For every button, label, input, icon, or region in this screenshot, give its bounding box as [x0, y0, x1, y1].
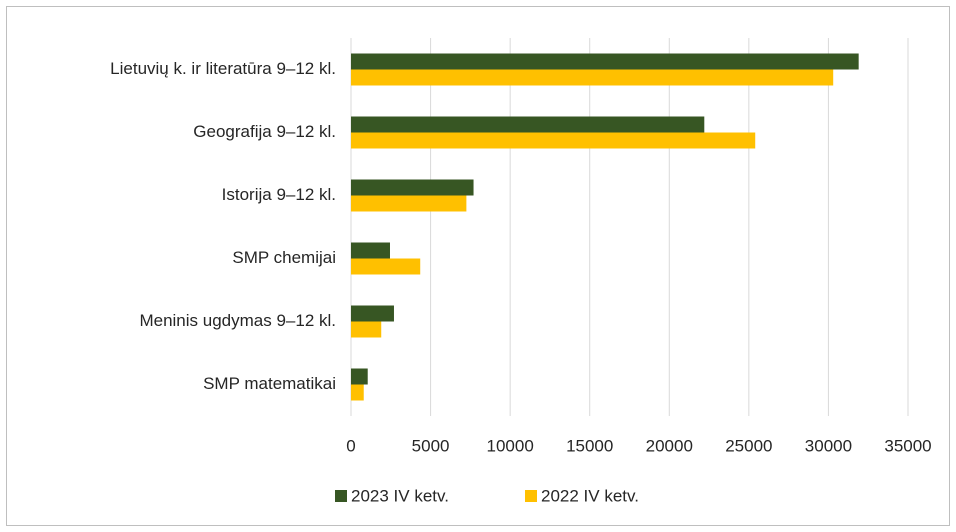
y-tick-label: Lietuvių k. ir literatūra 9–12 kl. — [110, 59, 336, 78]
legend-swatch — [525, 490, 537, 502]
bar — [351, 53, 859, 70]
x-tick-label: 35000 — [884, 436, 931, 455]
bar — [351, 321, 382, 338]
bar — [351, 116, 705, 133]
x-tick-label: 25000 — [725, 436, 772, 455]
legend-label: 2023 IV ketv. — [351, 486, 449, 505]
y-tick-label: SMP chemijai — [232, 248, 336, 267]
chart-frame — [6, 6, 950, 526]
y-tick-label: Geografija 9–12 kl. — [193, 122, 336, 141]
x-tick-label: 0 — [346, 436, 355, 455]
bar — [351, 368, 368, 385]
y-tick-label: Istorija 9–12 kl. — [222, 185, 336, 204]
x-tick-label: 5000 — [412, 436, 450, 455]
x-tick-label: 10000 — [487, 436, 534, 455]
y-tick-label: Meninis ugdymas 9–12 kl. — [139, 311, 336, 330]
bar — [351, 69, 834, 86]
bar — [351, 258, 421, 275]
bar — [351, 242, 390, 259]
legend-label: 2022 IV ketv. — [541, 486, 639, 505]
bar — [351, 384, 364, 401]
y-tick-label: SMP matematikai — [203, 374, 336, 393]
bar — [351, 179, 474, 196]
bar — [351, 305, 394, 322]
x-tick-label: 20000 — [646, 436, 693, 455]
x-tick-label: 15000 — [566, 436, 613, 455]
bar — [351, 132, 756, 149]
x-tick-label: 30000 — [805, 436, 852, 455]
legend-swatch — [335, 490, 347, 502]
bar — [351, 195, 467, 212]
